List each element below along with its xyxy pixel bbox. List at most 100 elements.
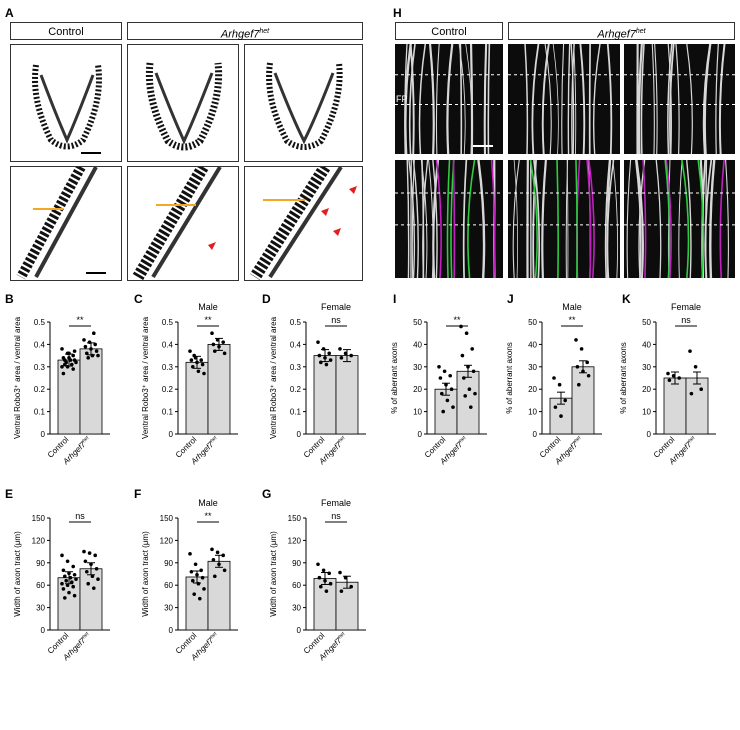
data-point [200, 362, 205, 367]
axon-trace [570, 44, 575, 154]
panel-a-mutant-gene: Arhgef7 [220, 28, 260, 41]
traced-axon [697, 160, 705, 278]
axon-drawing [395, 44, 503, 154]
micrograph-mutant-spinal-cord-2 [244, 44, 363, 162]
data-point [90, 574, 95, 579]
axon-trace [579, 44, 586, 154]
data-point [441, 409, 446, 414]
traced-axon [665, 160, 672, 278]
axon-trace [634, 160, 642, 278]
panel-h-mutant-header: Arhgef7het [508, 22, 735, 41]
data-point [464, 331, 469, 336]
panel-letter-i: I [393, 292, 396, 306]
category-label: Control [174, 435, 199, 460]
data-point [324, 589, 329, 593]
traced-axon [586, 160, 592, 278]
panel-letter-d: D [262, 292, 271, 306]
axon-trace [567, 44, 571, 154]
axon-trace [408, 160, 416, 278]
axon-trace [513, 160, 519, 278]
category-label: Control [46, 435, 71, 460]
data-point [449, 387, 454, 392]
fluorescence-axon-image [624, 44, 735, 154]
data-point [343, 351, 348, 356]
data-point [557, 382, 562, 387]
data-point [191, 365, 195, 369]
axon-trace [626, 160, 632, 278]
bar [57, 577, 81, 631]
data-point [86, 356, 90, 360]
y-tick-label: 60 [292, 581, 301, 590]
y-tick-label: 20 [528, 385, 537, 394]
axon-drawing [508, 44, 620, 154]
y-tick-label: 60 [164, 581, 173, 590]
axon-trace [462, 160, 468, 278]
data-point [445, 398, 450, 403]
bar [79, 348, 103, 435]
data-point [316, 340, 320, 344]
axon-trace [655, 160, 662, 278]
data-point [437, 365, 441, 369]
y-tick-label: 30 [36, 604, 45, 613]
data-point [63, 358, 67, 362]
data-point [210, 331, 214, 336]
data-point [451, 405, 455, 409]
data-point [444, 382, 448, 387]
category-label: Arhgef7het [189, 631, 221, 663]
data-point [321, 347, 326, 351]
data-point [85, 569, 89, 574]
data-point [72, 572, 77, 577]
data-point [221, 553, 225, 558]
data-point [213, 349, 217, 353]
data-point [462, 376, 466, 380]
data-point [575, 365, 580, 369]
data-point [323, 356, 327, 360]
axon-trace [686, 160, 692, 278]
data-point [677, 376, 681, 380]
y-tick-label: 40 [642, 340, 651, 349]
bar [685, 377, 709, 435]
data-point [202, 587, 206, 591]
panel-letter-k: K [622, 292, 631, 306]
traced-axon [446, 160, 451, 278]
y-tick-label: 30 [413, 363, 422, 372]
axon-trace [418, 44, 427, 154]
category-label: Control [423, 435, 448, 460]
data-point [65, 583, 70, 587]
traced-axon [556, 160, 559, 278]
micrograph-control-ventral-zoom [10, 166, 122, 281]
y-tick-label: 30 [642, 363, 651, 372]
y-tick-label: 40 [528, 340, 537, 349]
data-point [72, 358, 77, 362]
data-point [222, 351, 227, 356]
data-point [96, 577, 100, 582]
axon-trace [678, 160, 683, 278]
y-axis-label: Ventral Robo3⁺ area / ventral area [141, 316, 150, 439]
y-tick-label: 10 [642, 408, 651, 417]
axon-trace [715, 44, 719, 154]
data-point [321, 568, 326, 573]
y-tick-label: 0 [418, 430, 423, 439]
data-point [71, 564, 75, 569]
y-tick-label: 20 [413, 385, 422, 394]
bar [185, 361, 209, 435]
category-label: Arhgef7het [553, 435, 585, 467]
axon-drawing [624, 44, 735, 154]
y-axis-label: % of aberrant axons [619, 342, 628, 414]
data-point [463, 394, 468, 398]
data-point [68, 358, 73, 362]
y-axis-label: Ventral Robo3⁺ area / ventral area [13, 316, 22, 439]
y-axis-label: % of aberrant axons [390, 342, 399, 414]
traced-axon [452, 160, 456, 278]
axon-trace [428, 44, 435, 154]
data-point [323, 578, 327, 583]
axon-trace [532, 160, 537, 278]
data-point [87, 551, 92, 555]
data-point [89, 347, 93, 351]
data-point [579, 347, 584, 351]
y-tick-label: 50 [413, 318, 422, 327]
y-tick-label: 60 [36, 581, 45, 590]
axon-trace [421, 160, 425, 278]
axon-trace [651, 44, 655, 154]
data-point [90, 353, 95, 358]
